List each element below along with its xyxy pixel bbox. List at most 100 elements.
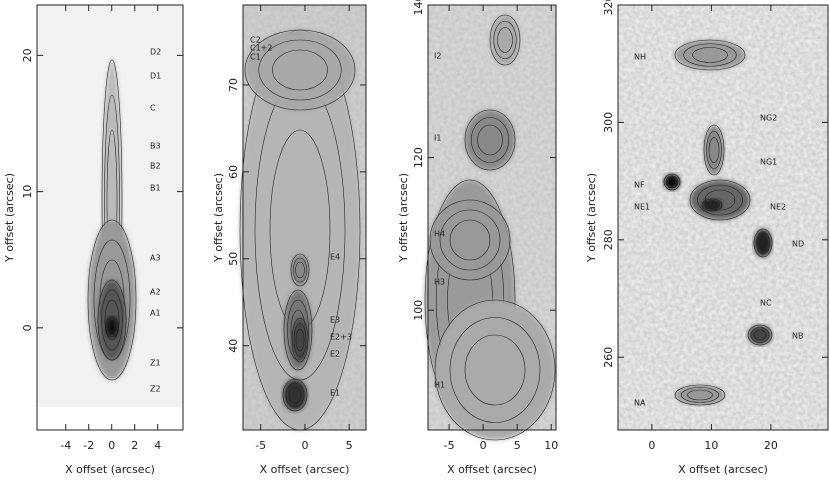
annotation: I1 (434, 134, 441, 143)
annotation: E1 (330, 389, 340, 398)
contour (108, 321, 116, 333)
contour (706, 130, 722, 170)
contour (272, 49, 328, 91)
y-tick-label: 260 (602, 347, 615, 368)
annotation: NG1 (760, 158, 777, 167)
annotation: E4 (330, 253, 340, 262)
contour (258, 39, 342, 101)
y-tick-label: 100 (412, 300, 425, 321)
contour (104, 299, 120, 341)
contour (667, 177, 677, 187)
annotation: E3 (330, 316, 340, 325)
annotation: B3 (150, 142, 161, 151)
emission (675, 40, 745, 70)
contour (439, 209, 501, 271)
contour (708, 137, 720, 163)
annotation: NB (792, 332, 803, 341)
contour (680, 387, 720, 403)
x-axis-label: X offset (arcsec) (678, 463, 768, 476)
contour (107, 319, 117, 335)
x-tick-label: -5 (444, 439, 455, 452)
annotation: H3 (434, 278, 445, 287)
y-tick-label: 320 (602, 0, 615, 16)
y-axis-label: Y offset (arcsec) (397, 173, 410, 263)
annotation: Z1 (150, 359, 161, 368)
contour (464, 334, 526, 406)
annotation: Z2 (150, 385, 161, 394)
annotation: C2 (250, 36, 261, 45)
x-axis-label: X offset (arcsec) (65, 463, 155, 476)
y-axis-label: Y offset (arcsec) (585, 173, 598, 263)
contour (464, 109, 516, 171)
emission (292, 318, 308, 362)
emission (240, 30, 360, 430)
contour (489, 14, 521, 66)
emission (704, 125, 724, 175)
emission (748, 325, 772, 345)
emission (702, 199, 722, 211)
x-tick-label: 2 (131, 439, 138, 452)
contour (704, 189, 736, 211)
contour (674, 384, 726, 406)
x-tick-label: 0 (480, 439, 487, 452)
contour (747, 324, 773, 346)
y-tick-label: 40 (227, 339, 240, 353)
contour (87, 219, 137, 381)
annotation: D1 (150, 72, 161, 81)
x-tick-label: 10 (544, 439, 558, 452)
contour (753, 329, 767, 341)
contour (665, 175, 679, 189)
contour (449, 219, 491, 261)
x-tick-label: 10 (704, 439, 718, 452)
emission (664, 174, 680, 190)
contour (689, 179, 751, 221)
annotation: E2+3 (330, 333, 352, 342)
contour (291, 317, 309, 363)
emission (675, 385, 725, 405)
annotation: NH (634, 53, 646, 62)
contour (283, 289, 313, 371)
annotation: H1 (434, 381, 445, 390)
emission (245, 30, 355, 110)
annotation: H4 (434, 230, 445, 239)
annotation: A1 (150, 309, 161, 318)
contour (429, 199, 511, 281)
annotation: ND (792, 240, 804, 249)
contour (701, 198, 723, 212)
annotation: NE1 (634, 203, 650, 212)
panel-frame (617, 4, 829, 431)
contour (687, 389, 713, 401)
panel: 0 10 20 260 280 300 320 X offset (arcsec) Y offs… (585, 0, 829, 476)
y-tick-label: 140 (412, 0, 425, 16)
x-tick-label: 5 (346, 439, 353, 452)
annotation: D2 (150, 48, 161, 57)
contour (755, 232, 771, 254)
contour (753, 228, 773, 258)
y-tick-label: 0 (21, 324, 34, 331)
contour (97, 279, 127, 361)
emission (754, 229, 772, 257)
y-tick-label: 50 (227, 252, 240, 266)
y-tick-label: 70 (227, 78, 240, 92)
panel-frame (427, 4, 557, 431)
x-tick-label: -2 (83, 439, 94, 452)
contour (497, 27, 513, 53)
contour (703, 124, 725, 176)
x-tick-label: 0 (648, 439, 655, 452)
x-tick-label: -5 (255, 439, 266, 452)
annotation: C1 (250, 53, 261, 62)
contour (750, 327, 770, 343)
annotation: A3 (150, 254, 161, 263)
emission (106, 317, 118, 337)
y-axis-label: Y offset (arcsec) (212, 173, 225, 263)
annotation: NE2 (770, 203, 786, 212)
y-axis-label: Y offset (arcsec) (3, 173, 16, 263)
emission (690, 180, 750, 220)
contour (683, 43, 737, 67)
y-tick-label: 300 (602, 112, 615, 133)
contour (449, 317, 541, 423)
contour (282, 378, 308, 412)
annotation: B2 (150, 162, 161, 171)
contour (101, 289, 123, 351)
contour (704, 200, 720, 210)
